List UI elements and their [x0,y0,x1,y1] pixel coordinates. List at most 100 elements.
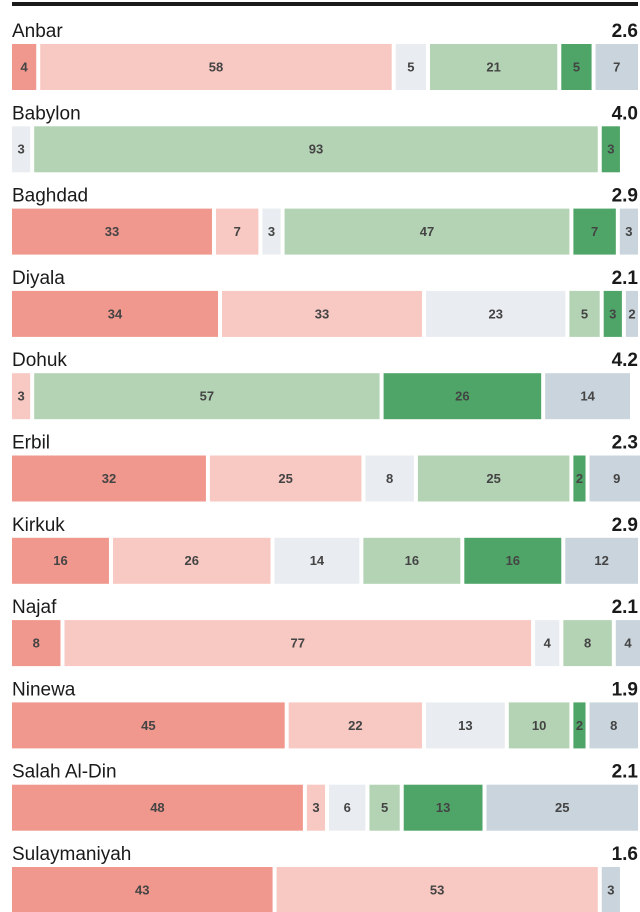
segment [262,208,281,255]
segment [12,208,212,255]
segment [112,537,271,584]
segment-label: 4 [21,59,29,74]
segment-label: 8 [584,636,591,651]
segment [601,867,620,912]
segment [569,290,600,337]
segment [383,373,542,420]
segment [12,537,109,584]
region-name: Salah Al-Din [12,762,117,783]
score: 2.1 [612,762,639,783]
segment [12,784,303,831]
segment-label: 2 [576,718,583,733]
segment [369,784,400,831]
segment-label: 3 [17,389,24,404]
segment-label: 25 [486,471,500,486]
segment-label: 5 [407,59,414,74]
score: 2.6 [612,21,638,42]
segment-label: 8 [386,471,393,486]
segment-label: 43 [135,882,149,897]
segment-label: 58 [209,59,223,74]
segment [563,620,612,667]
segment-label: 21 [486,59,500,74]
segment-label: 5 [581,306,588,321]
segment-label: 10 [532,718,546,733]
segment [64,620,532,667]
segment [595,44,638,90]
segment [545,373,630,420]
segment [426,290,566,337]
segment-label: 9 [613,471,620,486]
segment-label: 13 [458,718,472,733]
segment-label: 8 [610,718,617,733]
segment-label: 14 [580,389,595,404]
segment [274,537,360,584]
segment-label: 47 [420,224,434,239]
segment-label: 14 [310,553,325,568]
segment [486,784,638,831]
region-name: Erbil [12,433,50,454]
score: 2.3 [612,433,638,454]
score: 2.9 [612,186,638,207]
segment [363,537,461,584]
segment [12,44,37,90]
segment [34,373,380,420]
segment [619,208,638,255]
score: 2.9 [612,515,638,536]
segment-label: 34 [108,306,123,321]
segment [12,126,31,173]
segment [34,126,598,173]
segment-label: 2 [628,306,635,321]
top-rule [12,2,638,6]
score: 2.1 [612,268,639,289]
segment-label: 33 [315,306,329,321]
region-name: Najaf [12,597,57,618]
segment [395,44,427,90]
segment-label: 6 [344,800,351,815]
segment [288,702,423,749]
segment [589,702,638,749]
segment [284,208,570,255]
segment [535,620,560,667]
segment-label: 3 [607,882,614,897]
segment [430,44,558,90]
segment [573,208,616,255]
region-name: Dohuk [12,350,67,371]
segment-label: 32 [102,471,116,486]
segment-label: 93 [309,142,323,157]
segment-label: 26 [455,389,469,404]
score: 2.1 [612,597,639,618]
segment-label: 33 [105,224,119,239]
segment [215,208,259,255]
segment [573,702,586,749]
segment-label: 3 [268,224,275,239]
segment [12,702,285,749]
segment [573,455,586,502]
segment [625,290,638,337]
segment-label: 13 [436,800,450,815]
segment [561,44,592,90]
segment-label: 53 [430,882,444,897]
segment-label: 26 [185,553,199,568]
segment [417,455,570,502]
segment [12,455,206,502]
segment-label: 57 [200,389,214,404]
region-name: Babylon [12,103,81,124]
segment-label: 5 [573,59,580,74]
score: 1.6 [612,844,638,865]
segment-label: 5 [381,800,388,815]
segment-label: 3 [607,142,614,157]
segment [464,537,562,584]
segment [403,784,483,831]
segment [508,702,570,749]
score: 4.0 [612,103,638,124]
segment-label: 7 [234,224,241,239]
region-name: Ninewa [12,679,76,700]
region-name: Diyala [12,268,65,289]
segment-label: 16 [53,553,67,568]
segment-label: 3 [312,800,319,815]
segment-label: 4 [544,636,552,651]
segment-label: 25 [278,471,292,486]
region-name: Kirkuk [12,515,65,536]
segment [12,290,219,337]
